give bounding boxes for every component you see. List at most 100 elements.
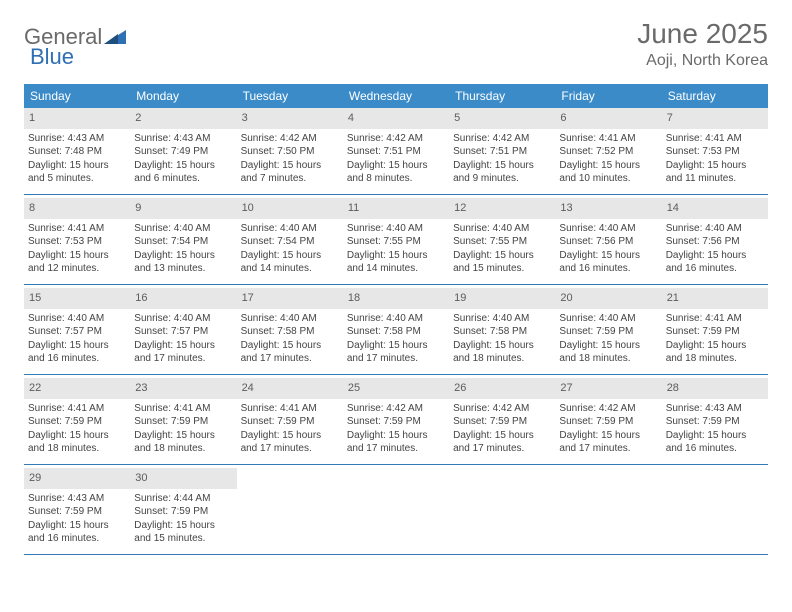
daylight-text: and 7 minutes. [241,172,339,186]
day-number: 5 [449,108,555,129]
sunrise-text: Sunrise: 4:41 AM [28,402,126,416]
day-number: 25 [343,378,449,399]
sunrise-text: Sunrise: 4:43 AM [134,132,232,146]
day-number: 15 [24,288,130,309]
weeks-container: 1Sunrise: 4:43 AMSunset: 7:48 PMDaylight… [24,108,768,555]
day-number: 3 [237,108,343,129]
sunrise-text: Sunrise: 4:42 AM [347,402,445,416]
sunrise-text: Sunrise: 4:42 AM [241,132,339,146]
calendar-week: 29Sunrise: 4:43 AMSunset: 7:59 PMDayligh… [24,468,768,555]
sunset-text: Sunset: 7:59 PM [559,415,657,429]
day-number: 23 [130,378,236,399]
logo-triangle-icon [104,24,126,50]
day-number: 7 [662,108,768,129]
daylight-text: and 17 minutes. [134,352,232,366]
sunrise-text: Sunrise: 4:40 AM [134,222,232,236]
dow-sunday: Sunday [24,84,130,108]
calendar-cell: 14Sunrise: 4:40 AMSunset: 7:56 PMDayligh… [662,198,768,284]
day-number: 2 [130,108,236,129]
calendar-cell: 12Sunrise: 4:40 AMSunset: 7:55 PMDayligh… [449,198,555,284]
calendar-cell: 19Sunrise: 4:40 AMSunset: 7:58 PMDayligh… [449,288,555,374]
sunrise-text: Sunrise: 4:40 AM [28,312,126,326]
sunrise-text: Sunrise: 4:40 AM [241,312,339,326]
dow-tuesday: Tuesday [237,84,343,108]
daylight-text: and 13 minutes. [134,262,232,276]
calendar-cell: 27Sunrise: 4:42 AMSunset: 7:59 PMDayligh… [555,378,661,464]
day-number: 28 [662,378,768,399]
calendar-cell [449,468,555,554]
day-number-empty [555,468,661,489]
daylight-text: and 16 minutes. [559,262,657,276]
sunrise-text: Sunrise: 4:41 AM [134,402,232,416]
day-number: 12 [449,198,555,219]
sunset-text: Sunset: 7:57 PM [134,325,232,339]
calendar-cell: 18Sunrise: 4:40 AMSunset: 7:58 PMDayligh… [343,288,449,374]
day-number: 22 [24,378,130,399]
daylight-text: Daylight: 15 hours [559,159,657,173]
calendar-cell: 23Sunrise: 4:41 AMSunset: 7:59 PMDayligh… [130,378,236,464]
sunrise-text: Sunrise: 4:41 AM [559,132,657,146]
daylight-text: and 16 minutes. [666,262,764,276]
sunrise-text: Sunrise: 4:43 AM [666,402,764,416]
calendar-cell: 7Sunrise: 4:41 AMSunset: 7:53 PMDaylight… [662,108,768,194]
sunset-text: Sunset: 7:55 PM [347,235,445,249]
sunset-text: Sunset: 7:59 PM [28,415,126,429]
calendar-cell: 29Sunrise: 4:43 AMSunset: 7:59 PMDayligh… [24,468,130,554]
sunrise-text: Sunrise: 4:40 AM [559,222,657,236]
daylight-text: and 12 minutes. [28,262,126,276]
day-number: 29 [24,468,130,489]
title-block: June 2025 Aoji, North Korea [637,18,768,70]
calendar: Sunday Monday Tuesday Wednesday Thursday… [24,84,768,555]
day-number: 17 [237,288,343,309]
daylight-text: Daylight: 15 hours [28,429,126,443]
sunset-text: Sunset: 7:59 PM [134,415,232,429]
daylight-text: Daylight: 15 hours [28,249,126,263]
day-number: 11 [343,198,449,219]
sunrise-text: Sunrise: 4:43 AM [28,492,126,506]
daylight-text: and 18 minutes. [453,352,551,366]
sunrise-text: Sunrise: 4:40 AM [453,312,551,326]
sunset-text: Sunset: 7:59 PM [134,505,232,519]
daylight-text: Daylight: 15 hours [241,429,339,443]
sunrise-text: Sunrise: 4:42 AM [453,402,551,416]
sunrise-text: Sunrise: 4:41 AM [666,312,764,326]
daylight-text: Daylight: 15 hours [134,339,232,353]
daylight-text: and 17 minutes. [241,352,339,366]
day-number: 21 [662,288,768,309]
sunset-text: Sunset: 7:59 PM [559,325,657,339]
day-number: 9 [130,198,236,219]
calendar-cell [555,468,661,554]
daylight-text: and 11 minutes. [666,172,764,186]
daylight-text: Daylight: 15 hours [241,159,339,173]
sunrise-text: Sunrise: 4:44 AM [134,492,232,506]
sunset-text: Sunset: 7:58 PM [453,325,551,339]
sunset-text: Sunset: 7:50 PM [241,145,339,159]
sunset-text: Sunset: 7:58 PM [347,325,445,339]
sunrise-text: Sunrise: 4:40 AM [241,222,339,236]
daylight-text: and 5 minutes. [28,172,126,186]
daylight-text: Daylight: 15 hours [666,249,764,263]
calendar-cell: 17Sunrise: 4:40 AMSunset: 7:58 PMDayligh… [237,288,343,374]
calendar-cell: 8Sunrise: 4:41 AMSunset: 7:53 PMDaylight… [24,198,130,284]
page-subtitle: Aoji, North Korea [637,52,768,70]
calendar-week: 15Sunrise: 4:40 AMSunset: 7:57 PMDayligh… [24,288,768,375]
dow-saturday: Saturday [662,84,768,108]
header: General June 2025 Aoji, North Korea [24,18,768,70]
day-number: 13 [555,198,661,219]
daylight-text: Daylight: 15 hours [134,159,232,173]
calendar-cell: 3 Sunrise: 4:42 AMSunset: 7:50 PMDaylight… [237,108,343,194]
daylight-text: Daylight: 15 hours [559,249,657,263]
day-number: 27 [555,378,661,399]
daylight-text: Daylight: 15 hours [347,339,445,353]
sunset-text: Sunset: 7:48 PM [28,145,126,159]
day-number-empty [343,468,449,489]
daylight-text: Daylight: 15 hours [347,429,445,443]
sunrise-text: Sunrise: 4:40 AM [347,312,445,326]
sunset-text: Sunset: 7:59 PM [241,415,339,429]
day-number: 4 [343,108,449,129]
day-number-empty [449,468,555,489]
daylight-text: Daylight: 15 hours [28,159,126,173]
calendar-cell: 26Sunrise: 4:42 AMSunset: 7:59 PMDayligh… [449,378,555,464]
calendar-cell: 15Sunrise: 4:40 AMSunset: 7:57 PMDayligh… [24,288,130,374]
calendar-cell [343,468,449,554]
